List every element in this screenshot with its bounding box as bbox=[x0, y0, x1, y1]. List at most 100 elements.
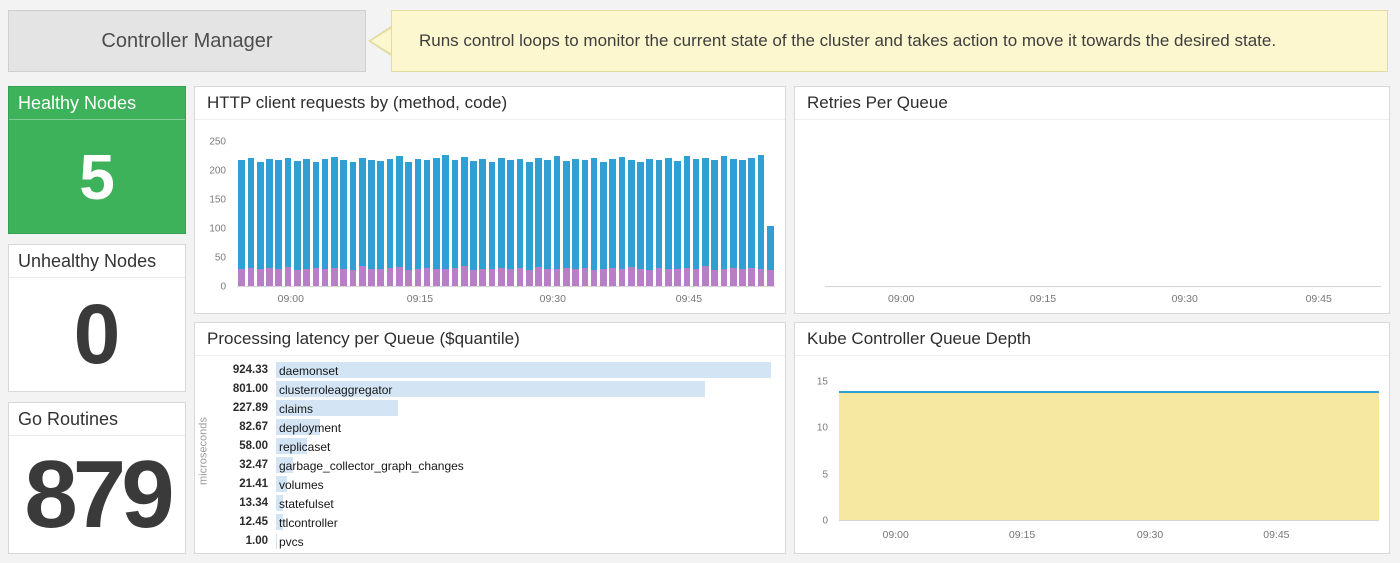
go-routines-panel-title[interactable]: Go Routines bbox=[9, 403, 185, 436]
x-tick-label: 09:30 bbox=[1171, 293, 1198, 305]
http-bar-base-segment bbox=[562, 268, 570, 286]
x-tick-label: 09:30 bbox=[539, 293, 566, 305]
x-tick-label: 09:45 bbox=[675, 293, 703, 305]
healthy-nodes-panel-title[interactable]: Healthy Nodes bbox=[9, 87, 185, 120]
queue-depth-area-series bbox=[839, 391, 1379, 520]
http-stacked-bar bbox=[674, 161, 681, 286]
http-stacked-bar bbox=[562, 161, 570, 286]
http-stacked-bar bbox=[535, 157, 542, 286]
http-stacked-bar bbox=[275, 159, 283, 286]
http-requests-panel-title[interactable]: HTTP client requests by (method, code) bbox=[195, 87, 785, 120]
http-stacked-bar bbox=[368, 159, 375, 286]
http-bar-base-segment bbox=[535, 267, 542, 286]
http-bar-base-segment bbox=[498, 267, 505, 286]
unhealthy-nodes-panel-title[interactable]: Unhealthy Nodes bbox=[9, 245, 185, 278]
http-stacked-bar bbox=[331, 156, 338, 286]
http-bar-base-segment bbox=[627, 267, 635, 286]
latency-bar bbox=[276, 437, 308, 454]
latency-panel-title[interactable]: Processing latency per Queue ($quantile) bbox=[195, 323, 785, 356]
http-bar-base-segment bbox=[572, 268, 579, 286]
latency-queue-label: replicaset bbox=[279, 439, 331, 454]
http-bar-base-segment bbox=[692, 268, 700, 286]
http-stacked-bar bbox=[266, 159, 273, 286]
http-bar-base-segment bbox=[646, 269, 654, 286]
http-stacked-bar bbox=[395, 156, 403, 286]
http-stacked-bar bbox=[637, 162, 644, 286]
http-stacked-bar bbox=[284, 157, 292, 286]
http-bar-base-segment bbox=[590, 269, 598, 286]
depth-y-axis: 0 5 10 15 bbox=[795, 377, 835, 527]
latency-row: 21.41 volumes bbox=[212, 474, 771, 493]
latency-value: 12.45 bbox=[239, 515, 268, 528]
http-bar-base-segment bbox=[377, 269, 385, 286]
http-stacked-bar bbox=[729, 158, 737, 286]
depth-x-axis: 09:00 09:15 09:30 09:45 bbox=[839, 529, 1379, 543]
retries-chart: 09:00 09:15 09:30 09:45 bbox=[795, 120, 1389, 313]
latency-row: 227.89 claims bbox=[212, 398, 771, 417]
http-stacked-bar bbox=[405, 161, 412, 286]
y-tick-label: 200 bbox=[209, 165, 226, 177]
retries-x-axis: 09:00 09:15 09:30 09:45 bbox=[825, 293, 1381, 307]
latency-queue-label: statefulset bbox=[279, 496, 334, 511]
latency-row: 13.34 statefulset bbox=[212, 493, 771, 512]
http-bar-base-segment bbox=[507, 268, 514, 286]
http-stacked-bar bbox=[442, 154, 450, 286]
x-tick-label: 09:00 bbox=[882, 529, 909, 541]
http-bar-base-segment bbox=[275, 268, 283, 286]
y-tick-label: 15 bbox=[816, 376, 828, 388]
http-stacked-bar bbox=[498, 158, 505, 286]
http-stacked-bar bbox=[349, 162, 357, 286]
latency-bar-track: garbage_collector_graph_changes bbox=[276, 456, 771, 473]
http-bar-base-segment bbox=[525, 269, 533, 286]
http-bar-base-segment bbox=[247, 267, 255, 286]
latency-bar-track: deployment bbox=[276, 418, 771, 435]
x-tick-label: 09:00 bbox=[888, 293, 915, 305]
latency-y-axis-label: microseconds bbox=[197, 417, 210, 486]
latency-bar-track: claims bbox=[276, 399, 771, 416]
http-bar-base-segment bbox=[405, 269, 412, 286]
http-stacked-bar bbox=[711, 160, 719, 286]
retries-panel-title[interactable]: Retries Per Queue bbox=[795, 87, 1389, 120]
unhealthy-nodes-value: 0 bbox=[73, 287, 121, 381]
http-bar-base-segment bbox=[433, 269, 440, 286]
http-stacked-bar bbox=[386, 158, 394, 286]
latency-rows: 924.33 daemonset 801.00 clusterroleaggregat… bbox=[212, 360, 771, 550]
http-bar-base-segment bbox=[358, 265, 366, 286]
http-bar-base-segment bbox=[516, 268, 524, 286]
http-bar-base-segment bbox=[395, 267, 403, 286]
latency-value: 1.00 bbox=[245, 534, 268, 547]
queue-depth-panel-title[interactable]: Kube Controller Queue Depth bbox=[795, 323, 1389, 356]
http-stacked-bar bbox=[664, 157, 672, 286]
healthy-nodes-panel: Healthy Nodes 5 bbox=[8, 86, 186, 234]
http-bar-base-segment bbox=[655, 267, 663, 286]
http-bar-base-segment bbox=[664, 268, 672, 286]
go-routines-value: 879 bbox=[24, 440, 174, 548]
latency-queue-label: claims bbox=[279, 401, 314, 416]
http-stacked-bar bbox=[572, 158, 579, 286]
http-stacked-bar bbox=[748, 157, 756, 286]
latency-bar-track: volumes bbox=[276, 475, 771, 492]
http-bar-base-segment bbox=[284, 267, 292, 286]
latency-bar bbox=[276, 361, 771, 378]
http-stacked-bar bbox=[470, 161, 477, 286]
latency-bar-track: clusterroleaggregator bbox=[276, 380, 771, 397]
http-stacked-bar bbox=[516, 159, 524, 286]
http-bar-base-segment bbox=[544, 268, 552, 286]
latency-bar bbox=[276, 380, 705, 397]
http-stacked-bar bbox=[256, 162, 264, 286]
http-stacked-bar bbox=[479, 158, 487, 286]
depth-plot-area bbox=[839, 382, 1379, 521]
http-stacked-bar bbox=[692, 159, 700, 286]
latency-queue-label: deployment bbox=[279, 420, 342, 435]
http-stacked-bar bbox=[600, 161, 607, 286]
http-bar-base-segment bbox=[349, 269, 357, 286]
http-stacked-bar bbox=[525, 161, 533, 286]
http-bar-base-segment bbox=[256, 269, 264, 286]
http-bar-base-segment bbox=[553, 269, 561, 286]
http-bar-base-segment bbox=[702, 265, 709, 286]
http-stacked-bar bbox=[767, 225, 774, 286]
x-tick-label: 09:00 bbox=[277, 293, 304, 305]
latency-bar bbox=[276, 494, 284, 511]
controller-manager-box: Controller Manager bbox=[8, 10, 366, 72]
